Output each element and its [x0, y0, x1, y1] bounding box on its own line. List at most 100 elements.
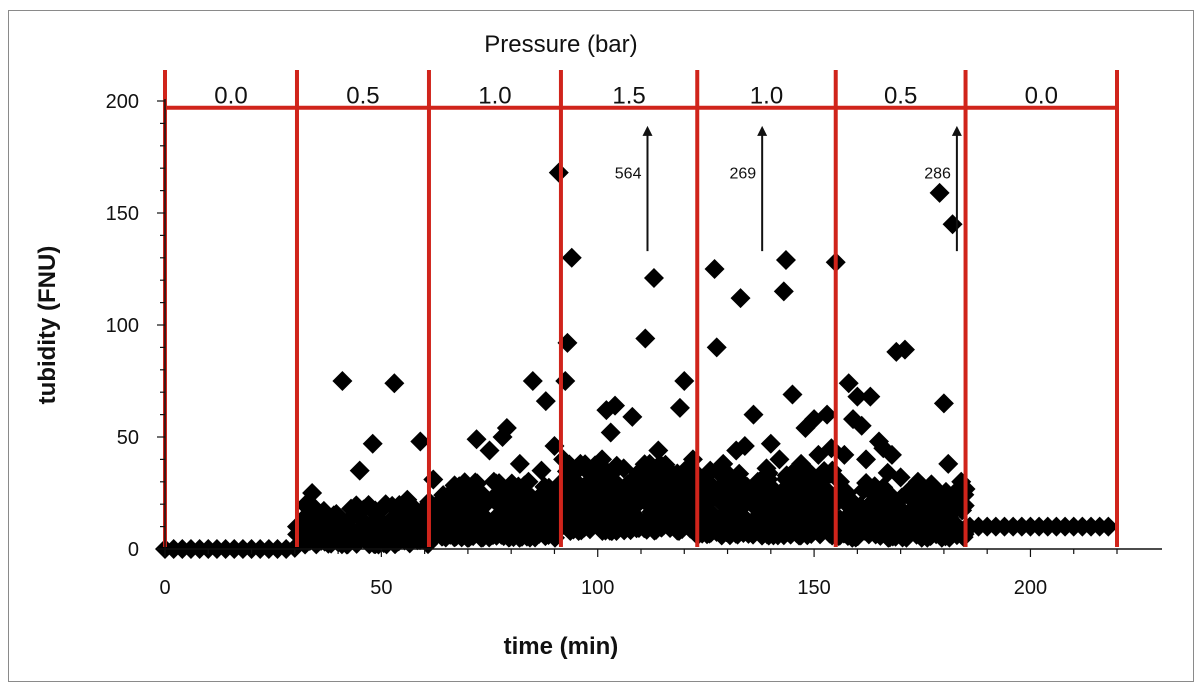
data-points [155, 162, 1119, 559]
annotations: 564 269 286 [615, 125, 962, 252]
data-point [631, 485, 651, 506]
data-point [734, 435, 755, 456]
data-point [938, 453, 959, 474]
y-tick-label: 200 [106, 91, 139, 113]
y-tick-label: 150 [106, 203, 139, 225]
data-point [721, 476, 742, 497]
data-point [531, 460, 552, 481]
dense-diamond [473, 521, 494, 542]
data-point [782, 384, 803, 405]
data-point [332, 371, 353, 391]
pressure-segment-label: 0.5 [884, 83, 917, 110]
data-point [860, 386, 881, 407]
dense-diamond [840, 504, 861, 525]
data-point [635, 328, 656, 349]
chart-frame [8, 10, 1194, 682]
data-point [397, 489, 418, 510]
data-point [730, 288, 751, 309]
dense-diamond [719, 525, 740, 546]
data-point [475, 507, 496, 528]
data-point [618, 498, 639, 519]
data-point [713, 453, 734, 474]
data-point [942, 214, 963, 235]
data-point [553, 449, 574, 470]
data-point [933, 393, 954, 414]
y-tick-label: 100 [106, 315, 139, 337]
data-point [401, 530, 422, 551]
data-point [648, 440, 669, 461]
data-point [669, 397, 690, 418]
dense-diamond [703, 517, 724, 538]
data-point [561, 247, 582, 268]
x-axis-title: time (min) [504, 633, 619, 660]
offscale-arrow-head [951, 125, 962, 136]
data-point [704, 259, 725, 279]
y-tick-label: 50 [117, 427, 139, 449]
data-point [656, 489, 677, 510]
data-point [661, 462, 682, 483]
data-point [890, 467, 911, 488]
data-point [665, 503, 686, 524]
data-point [695, 498, 716, 519]
dense-diamond [647, 504, 668, 525]
dense-diamond [519, 520, 540, 541]
dense-diamond [885, 493, 906, 514]
x-tick-label: 0 [159, 577, 170, 599]
data-point [444, 516, 465, 537]
dense-diamond [667, 519, 688, 540]
data-point [743, 404, 764, 425]
data-point [470, 483, 491, 503]
dense-diamond [608, 512, 629, 533]
data-point [496, 418, 517, 439]
data-point [769, 449, 790, 470]
data-point [466, 429, 487, 450]
data-point [540, 494, 561, 515]
data-point [847, 386, 868, 407]
labels: 0.0 0.5 1.0 1.5 1.0 0.5 0.0 0 50 100 150 200 0 50 100 1… [34, 31, 1058, 660]
data-point [522, 371, 543, 391]
data-point [555, 371, 576, 391]
data-point [674, 371, 695, 391]
data-point [505, 480, 526, 501]
data-point [384, 373, 405, 394]
offscale-arrow-head [757, 125, 768, 136]
dense-diamond [789, 525, 810, 546]
x-tick-label: 200 [1014, 577, 1047, 599]
data-point [479, 440, 500, 461]
axes [157, 99, 1162, 557]
data-point [752, 498, 773, 519]
pressure-segment-label: 0.5 [346, 83, 379, 110]
data-point [592, 449, 613, 470]
data-point [341, 498, 362, 519]
data-point [851, 415, 872, 436]
data-point [747, 471, 768, 492]
offscale-value-label: 269 [729, 166, 756, 183]
data-point [488, 494, 509, 515]
data-point [760, 433, 781, 454]
data-point [518, 471, 539, 492]
data-point [613, 458, 634, 479]
pressure-segment-label: 0.0 [1025, 83, 1058, 110]
pressure-segment-label: 1.0 [750, 83, 783, 110]
pressure-segment-label: 1.0 [478, 83, 511, 110]
data-point [894, 339, 915, 360]
data-point [583, 483, 604, 503]
data-point [548, 162, 569, 183]
data-point [302, 483, 323, 503]
data-point [864, 476, 885, 497]
data-point [587, 505, 608, 526]
data-point [881, 444, 902, 465]
dense-diamond [563, 510, 584, 531]
dense-diamond [907, 503, 928, 524]
data-point [410, 431, 431, 452]
data-point [328, 516, 349, 537]
dense-diamond [866, 492, 887, 513]
data-point [600, 422, 621, 443]
data-point [423, 469, 444, 490]
x-tick-label: 50 [370, 577, 392, 599]
data-point [380, 527, 401, 548]
data-point [786, 489, 807, 510]
data-point [566, 471, 587, 492]
x-tick-label: 150 [797, 577, 830, 599]
dense-diamond [763, 516, 784, 537]
